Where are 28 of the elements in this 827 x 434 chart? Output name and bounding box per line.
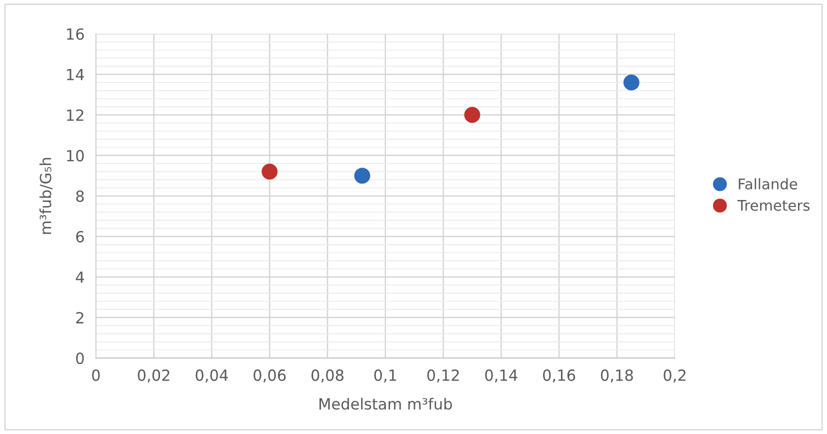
x-tick-label: 0,06 [254,369,286,383]
x-tick-label: 0 [92,369,100,381]
point [623,74,640,90]
y-tick-label: 4 [76,272,84,283]
y-tick-label: 14 [67,69,84,80]
legend-label: Fallande [738,178,798,190]
x-tick-label: 0,18 [600,369,633,383]
x-tick-label: 0,1 [374,369,396,383]
x-tick-label: 0,14 [485,369,518,383]
y-tick-label: 8 [76,190,84,202]
x-tick-label: 0,08 [311,369,344,383]
x-axis-title: Medelstam m³fub [320,398,452,410]
y-axis-title: m³fub/G₅h [39,158,53,234]
x-tick-label: 0,04 [196,369,228,383]
y-tick-label: 10 [67,150,84,162]
y-tick-label: 6 [76,230,84,242]
x-tick-label: 0,02 [138,369,170,383]
point [354,168,370,184]
legend-label: Tremeters [737,200,810,211]
y-tick-label: 12 [67,109,84,121]
y-tick-label: 2 [76,312,84,324]
point [262,164,278,180]
x-tick-label: 0,12 [427,369,459,383]
x-tick-label: 0,2 [664,369,686,383]
y-tick-label: 16 [67,28,84,40]
x-tick-label: 0,16 [543,369,576,383]
y-tick-label: 0 [76,352,84,364]
point [464,106,480,123]
